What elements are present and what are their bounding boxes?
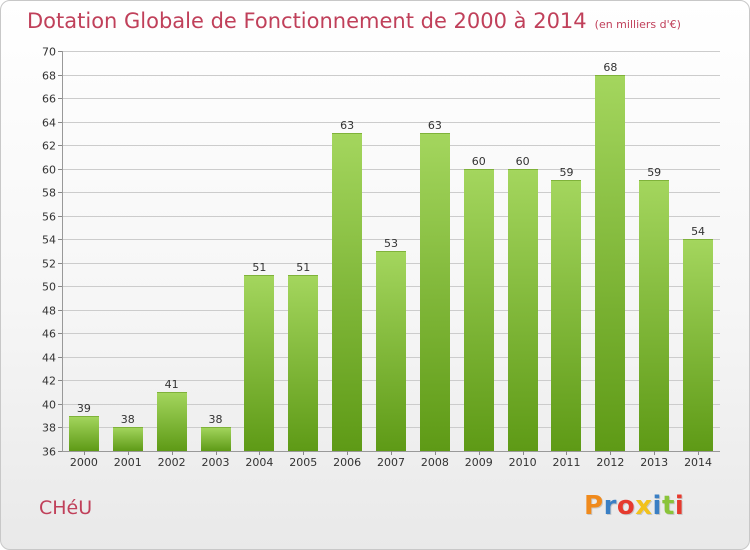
bar-value-label: 51 — [252, 261, 266, 274]
bar-value-label: 39 — [77, 402, 91, 415]
x-tick-label: 2012 — [596, 456, 624, 469]
y-tick-label: 66 — [42, 93, 56, 106]
bar-2000 — [69, 416, 99, 451]
x-tick-label: 2007 — [377, 456, 405, 469]
bar-value-label: 60 — [516, 155, 530, 168]
bar-2005 — [288, 275, 318, 451]
bar-2010 — [508, 169, 538, 451]
y-tick-label: 48 — [42, 305, 56, 318]
y-tick-label: 68 — [42, 70, 56, 83]
x-tick-label: 2008 — [421, 456, 449, 469]
axes: 36 38 40 42 44 46 48 50 52 54 56 58 60 62 64 66 68 70 2000… — [42, 46, 720, 469]
logo-letter: x — [635, 491, 653, 521]
bar-2011 — [551, 180, 581, 451]
x-tick-label: 2006 — [333, 456, 361, 469]
x-tick-label: 2004 — [245, 456, 273, 469]
chart-subtitle: (en milliers d'€) — [594, 18, 681, 31]
logo-letter: P — [584, 491, 604, 521]
logo-letter: i — [674, 491, 685, 521]
bar-value-label: 53 — [384, 237, 398, 250]
y-tick-label: 46 — [42, 328, 56, 341]
bar-value-label: 54 — [691, 225, 705, 238]
bar-value-label: 51 — [296, 261, 310, 274]
bar-2008 — [420, 133, 450, 451]
bar-value-label: 59 — [647, 166, 661, 179]
bar-2004 — [244, 275, 274, 451]
bar-2003 — [201, 427, 231, 451]
bars: 39 38 41 38 51 51 63 53 63 60 60 59 68 59 54 — [69, 61, 713, 451]
x-tick-label: 2013 — [640, 456, 668, 469]
y-tick-label: 60 — [42, 164, 56, 177]
x-tick-label: 2014 — [684, 456, 712, 469]
y-tick-label: 50 — [42, 281, 56, 294]
bar-value-label: 60 — [472, 155, 486, 168]
x-tick-label: 2001 — [114, 456, 142, 469]
bar-value-label: 63 — [428, 119, 442, 132]
y-tick-label: 62 — [42, 140, 56, 153]
bar-value-label: 41 — [165, 378, 179, 391]
x-tick-label: 2000 — [70, 456, 98, 469]
logo-letter: i — [652, 491, 662, 521]
logo-letter: r — [603, 491, 617, 521]
commune-name: CHéU — [39, 497, 93, 519]
x-tick-label: 2002 — [158, 456, 186, 469]
y-tick-label: 64 — [42, 117, 56, 130]
y-tick-label: 56 — [42, 211, 56, 224]
bar-value-label: 68 — [603, 61, 617, 74]
chart-title: Dotation Globale de Fonctionnement de 20… — [27, 9, 681, 33]
bar-value-label: 38 — [209, 413, 223, 426]
logo-letter: t — [661, 491, 675, 521]
y-tick-label: 40 — [42, 399, 56, 412]
y-tick-label: 52 — [42, 258, 56, 271]
logo-letter: o — [616, 491, 636, 521]
bar-2007 — [376, 251, 406, 451]
y-tick-label: 44 — [42, 352, 56, 365]
x-tick-label: 2003 — [202, 456, 230, 469]
y-tick-label: 38 — [42, 422, 56, 435]
chart-title-text: Dotation Globale de Fonctionnement de 20… — [27, 9, 587, 33]
x-tick-label: 2011 — [552, 456, 580, 469]
y-tick-label: 58 — [42, 187, 56, 200]
bar-2013 — [639, 180, 669, 451]
bar-2006 — [332, 133, 362, 451]
y-tick-label: 54 — [42, 234, 56, 247]
x-tick-label: 2005 — [289, 456, 317, 469]
x-tick-label: 2009 — [465, 456, 493, 469]
y-tick-label: 70 — [42, 46, 56, 59]
bar-value-label: 59 — [559, 166, 573, 179]
y-tick-label: 42 — [42, 375, 56, 388]
bar-value-label: 38 — [121, 413, 135, 426]
bar-2012 — [595, 75, 625, 451]
bar-value-label: 63 — [340, 119, 354, 132]
bar-2014 — [683, 239, 713, 451]
bar-2001 — [113, 427, 143, 451]
bar-2002 — [157, 392, 187, 451]
x-tick-label: 2010 — [509, 456, 537, 469]
y-tick-label: 36 — [42, 446, 56, 459]
bar-2009 — [464, 169, 494, 451]
